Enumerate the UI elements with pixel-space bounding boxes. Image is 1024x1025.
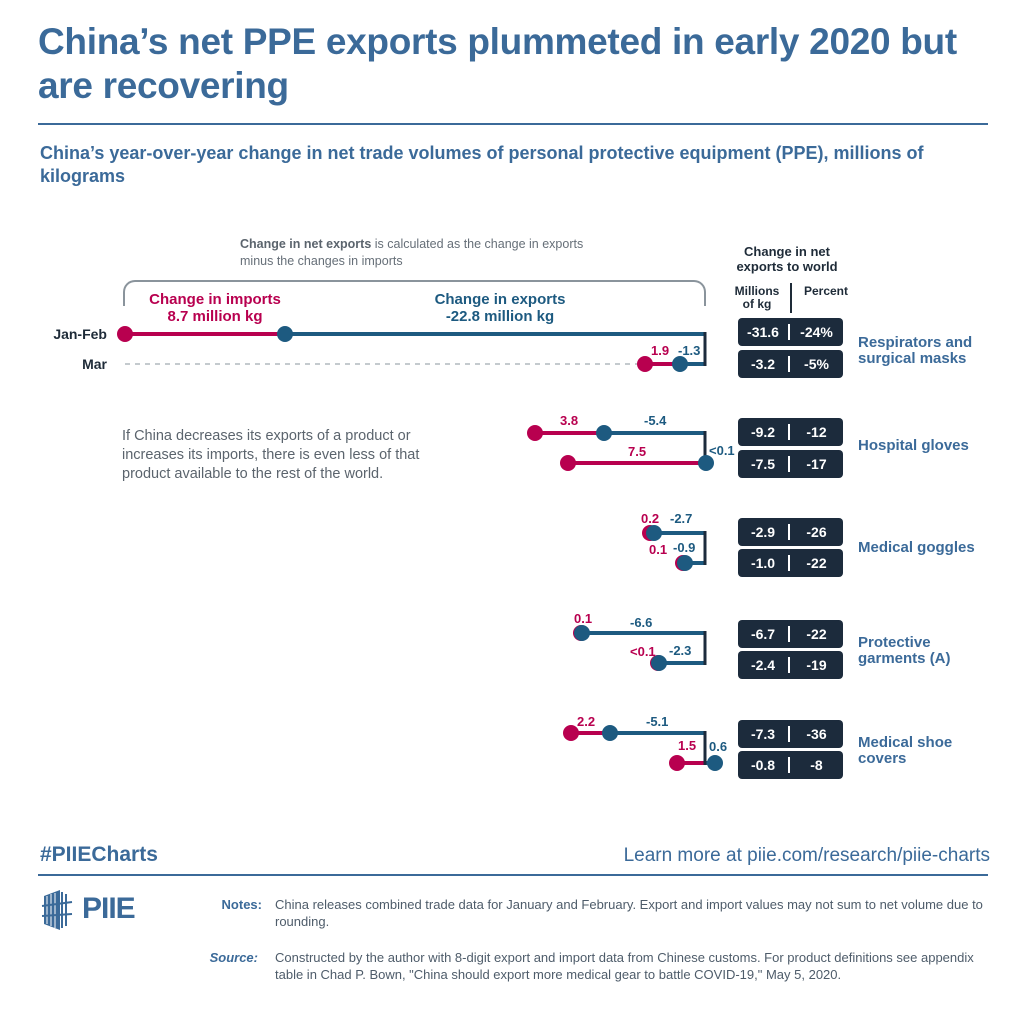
- net-badge: -2.4 -19: [738, 651, 843, 679]
- value-label: <0.1: [709, 443, 735, 458]
- value-label: -1.3: [678, 343, 701, 358]
- net-badge: -3.2 -5%: [738, 350, 843, 378]
- title-divider: [38, 123, 988, 125]
- piie-building-icon: [41, 890, 73, 930]
- product-label-gloves: Hospital gloves: [858, 437, 969, 454]
- value-label: -0.9: [673, 540, 696, 555]
- piie-logo: PIIE: [40, 888, 155, 930]
- net-badge: -0.8 -8: [738, 751, 843, 779]
- value-label: -6.6: [630, 615, 653, 630]
- value-label: 3.8: [560, 413, 579, 428]
- net-exports-column-title: Change in net exports to world: [736, 244, 838, 274]
- value-label: <0.1: [630, 644, 656, 659]
- row-label-jan-feb: Jan-Feb: [53, 326, 107, 342]
- value-label: -5.1: [646, 714, 669, 729]
- net-badge: -2.9 -26: [738, 518, 843, 546]
- product-label-garments: Protective garments (A): [858, 634, 951, 667]
- value-label: 0.1: [574, 611, 593, 626]
- value-label: -2.7: [670, 511, 693, 526]
- value-label: 0.1: [649, 542, 668, 557]
- product-label-respirators: Respirators and surgical masks: [858, 334, 973, 367]
- value-label: 0.2: [641, 511, 660, 526]
- value-label: -2.3: [669, 643, 692, 658]
- value-label: 1.9: [651, 343, 670, 358]
- net-badge: -1.0 -22: [738, 549, 843, 577]
- value-label: 0.6: [709, 739, 728, 754]
- net-badge: -9.2 -12: [738, 418, 843, 446]
- hashtag: #PIIECharts: [40, 843, 158, 866]
- legend-imports: Change in imports 8.7 million kg: [149, 291, 281, 325]
- value-label: -5.4: [644, 413, 667, 428]
- explanatory-note: If China decreases its exports of a prod…: [122, 428, 420, 482]
- product-label-shoe-covers: Medical shoe covers: [858, 734, 953, 767]
- source-label: Source:: [209, 950, 258, 965]
- net-badge: -6.7 -22: [738, 620, 843, 648]
- notes-label: Notes:: [221, 897, 262, 912]
- legend-exports: Change in exports -22.8 million kg: [434, 291, 566, 325]
- column-millions-of-kg: Millions of kg: [734, 284, 780, 311]
- footer-divider: [38, 874, 988, 876]
- product-label-goggles: Medical goggles: [858, 539, 975, 556]
- source-text: Constructed by the author with 8-digit e…: [275, 950, 974, 982]
- value-label: 1.5: [678, 738, 697, 753]
- value-label: 2.2: [577, 714, 596, 729]
- chart-subtitle: China’s year-over-year change in net tra…: [40, 143, 924, 186]
- column-percent: Percent: [803, 284, 849, 298]
- value-label: 7.5: [628, 444, 647, 459]
- notes-text: China releases combined trade data for J…: [275, 897, 983, 929]
- legend-bracket: [123, 280, 706, 306]
- column-divider: [790, 283, 792, 313]
- net-badge: -7.5 -17: [738, 450, 843, 478]
- learn-more-link[interactable]: Learn more at piie.com/research/piie-cha…: [623, 845, 990, 866]
- net-badge: -7.3 -36: [738, 720, 843, 748]
- net-exports-explanation: Change in net exports is calculated as t…: [240, 237, 584, 268]
- chart-title: China’s net PPE exports plummeted in ear…: [38, 21, 957, 106]
- row-label-mar: Mar: [82, 356, 107, 372]
- net-badge: -31.6 -24%: [738, 318, 843, 346]
